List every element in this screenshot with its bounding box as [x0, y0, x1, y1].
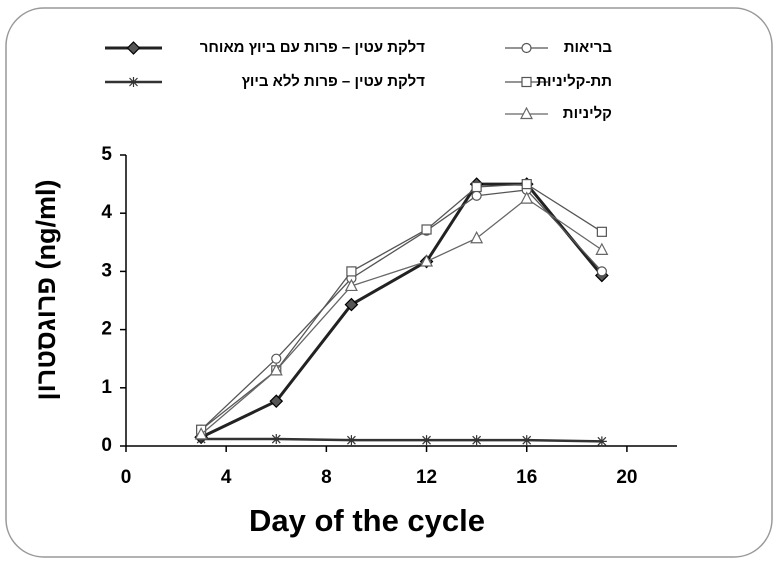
marker — [471, 435, 482, 446]
marker — [126, 41, 141, 55]
x-tick-label: 0 — [121, 467, 132, 488]
x-tick-label: 16 — [516, 467, 537, 488]
marker — [521, 435, 532, 446]
y-tick-label: 5 — [101, 144, 112, 165]
legend-label: דלקת עטין – פרות ללא ביוץ — [242, 73, 426, 90]
marker — [344, 278, 358, 292]
y-tick-label: 4 — [101, 202, 112, 223]
marker — [346, 266, 357, 277]
marker — [269, 394, 284, 409]
marker — [521, 42, 532, 54]
marker — [271, 353, 282, 364]
marker — [269, 363, 283, 376]
marker — [344, 297, 359, 312]
legend-label: בריאות — [564, 39, 613, 56]
y-tick-label: 1 — [101, 377, 112, 398]
marker — [421, 224, 432, 235]
marker — [470, 230, 484, 244]
marker — [421, 435, 432, 446]
marker — [271, 434, 282, 445]
legend-label: קליניות — [563, 105, 612, 122]
legend-label: תת-קליניות — [536, 73, 612, 90]
x-tick-label: 4 — [221, 467, 232, 488]
marker — [194, 427, 208, 440]
marker — [596, 436, 607, 447]
y-tick-label: 2 — [101, 319, 112, 340]
marker — [596, 266, 607, 277]
marker — [471, 190, 482, 201]
x-tick-label: 8 — [321, 467, 332, 488]
marker — [521, 76, 532, 88]
marker — [596, 226, 607, 237]
marker — [471, 181, 482, 193]
marker — [520, 106, 533, 120]
x-tick-label: 12 — [416, 467, 437, 488]
marker — [595, 242, 609, 255]
marker — [420, 254, 434, 267]
marker — [520, 191, 534, 204]
y-axis-label: פרוגסטרון (ng/ml) — [31, 179, 61, 400]
y-tick-label: 0 — [101, 435, 112, 456]
x-axis-label: Day of the cycle — [249, 503, 485, 538]
marker — [128, 77, 139, 87]
legend-label: דלקת עטין – פרות עם ביוץ מאוחר — [200, 39, 425, 56]
x-tick-label: 20 — [616, 467, 637, 488]
marker — [521, 179, 532, 190]
y-tick-label: 3 — [101, 260, 112, 281]
marker — [346, 435, 357, 446]
